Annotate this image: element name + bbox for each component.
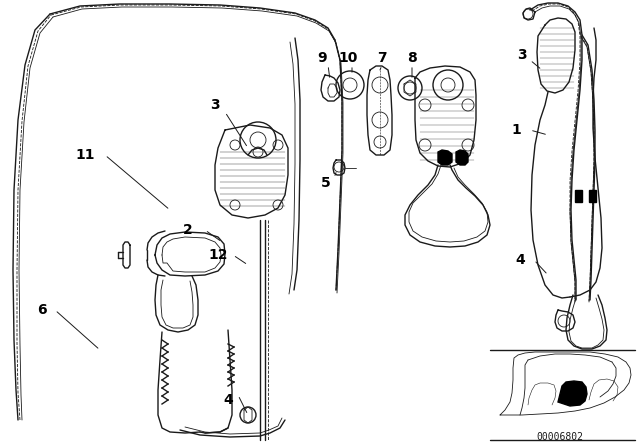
Polygon shape — [438, 150, 452, 165]
Text: 3: 3 — [210, 98, 220, 112]
Text: 8: 8 — [407, 51, 417, 65]
Text: 11: 11 — [76, 148, 95, 162]
Text: 3: 3 — [517, 48, 527, 62]
Text: 12: 12 — [208, 248, 228, 262]
Text: 4: 4 — [515, 253, 525, 267]
Polygon shape — [558, 381, 587, 406]
Text: 00006802: 00006802 — [536, 432, 584, 442]
Text: 5: 5 — [321, 176, 331, 190]
Text: 10: 10 — [339, 51, 358, 65]
Text: 7: 7 — [377, 51, 387, 65]
Text: 6: 6 — [37, 303, 47, 317]
Text: 1: 1 — [511, 123, 521, 137]
Polygon shape — [456, 150, 468, 165]
Polygon shape — [589, 190, 596, 202]
Text: 4: 4 — [223, 393, 233, 407]
Polygon shape — [575, 190, 582, 202]
Text: 2: 2 — [183, 223, 193, 237]
Text: 9: 9 — [317, 51, 327, 65]
